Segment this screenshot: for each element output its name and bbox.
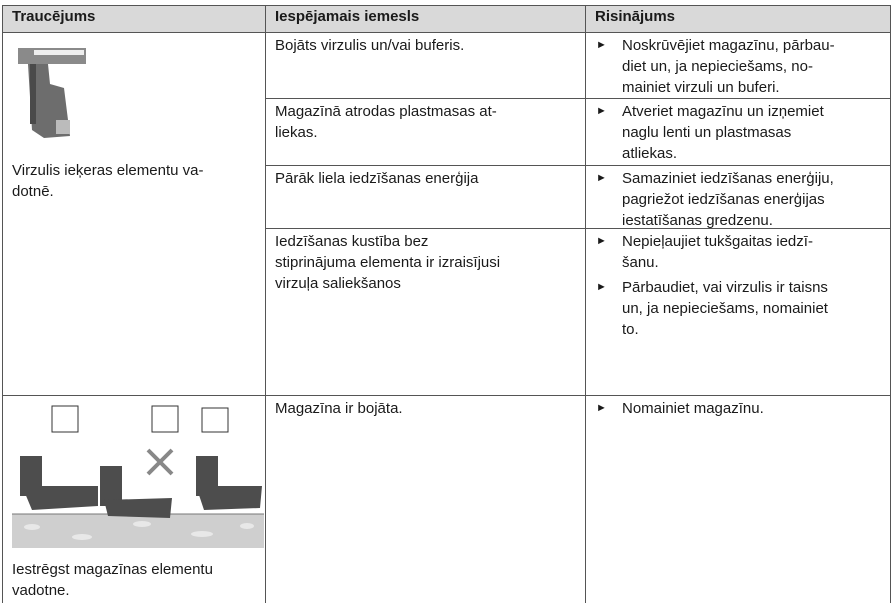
- solution-text: atliekas.: [622, 145, 678, 162]
- cause-text: Magazīnā atrodas plastmasas at-: [275, 103, 497, 120]
- solution-text: mainiet virzuli un buferi.: [622, 79, 780, 96]
- cause-text: stiprinājuma elementa ir izraisījusi: [275, 254, 501, 271]
- bullet: ►: [596, 105, 607, 117]
- border: [2, 5, 891, 6]
- bullet: ►: [596, 39, 607, 51]
- cause-text: Magazīna ir bojāta.: [275, 400, 403, 417]
- solution-text: Nepieļaujiet tukšgaitas iedzī-: [622, 233, 813, 250]
- header-cell: Iespējamais iemesls: [275, 8, 420, 25]
- cause-text: Bojāts virzulis un/vai buferis.: [275, 37, 465, 54]
- problem-text: dotnē.: [12, 183, 54, 200]
- header-cell: Risinājums: [595, 8, 676, 25]
- solution-text: to.: [622, 321, 639, 338]
- problem-text: vadotne.: [12, 582, 70, 599]
- solution-text: pagriežot iedzīšanas enerģijas: [622, 191, 825, 208]
- problem-text: Virzulis ieķeras elementu va-: [12, 162, 204, 179]
- bullet: ►: [596, 235, 607, 247]
- bullet: ►: [596, 172, 607, 184]
- border: [265, 228, 891, 229]
- solution-text: Atveriet magazīnu un izņemiet: [622, 103, 824, 120]
- header-row: [2, 5, 890, 32]
- solution-text: un, ja nepieciešams, nomainiet: [622, 300, 828, 317]
- border: [2, 395, 891, 396]
- header-cell: Traucējums: [12, 8, 96, 25]
- problem-text: Iestrēgst magazīnas elementu: [12, 561, 213, 578]
- bullet: ►: [596, 402, 607, 414]
- solution-text: šanu.: [622, 254, 659, 271]
- bullet: ►: [596, 281, 607, 293]
- border: [2, 5, 3, 603]
- cause-text: Iedzīšanas kustība bez: [275, 233, 429, 250]
- border: [890, 5, 891, 603]
- border: [265, 98, 891, 99]
- tool-image: [18, 48, 86, 138]
- magazine-image: [12, 405, 264, 548]
- solution-text: naglu lenti un plastmasas: [622, 124, 792, 141]
- border: [2, 32, 891, 33]
- solution-text: Samaziniet iedzīšanas enerģiju,: [622, 170, 834, 187]
- solution-text: Pārbaudiet, vai virzulis ir taisns: [622, 279, 828, 296]
- border: [265, 165, 891, 166]
- solution-text: Nomainiet magazīnu.: [622, 400, 764, 417]
- solution-text: iestatīšanas gredzenu.: [622, 212, 773, 229]
- solution-text: diet un, ja nepieciešams, no-: [622, 58, 813, 75]
- border: [585, 5, 586, 603]
- cause-text: Pārāk liela iedzīšanas enerģija: [275, 170, 479, 187]
- cause-text: liekas.: [275, 124, 318, 141]
- border: [265, 5, 266, 603]
- cause-text: virzuļa saliekšanos: [275, 275, 401, 292]
- solution-text: Noskrūvējiet magazīnu, pārbau-: [622, 37, 835, 54]
